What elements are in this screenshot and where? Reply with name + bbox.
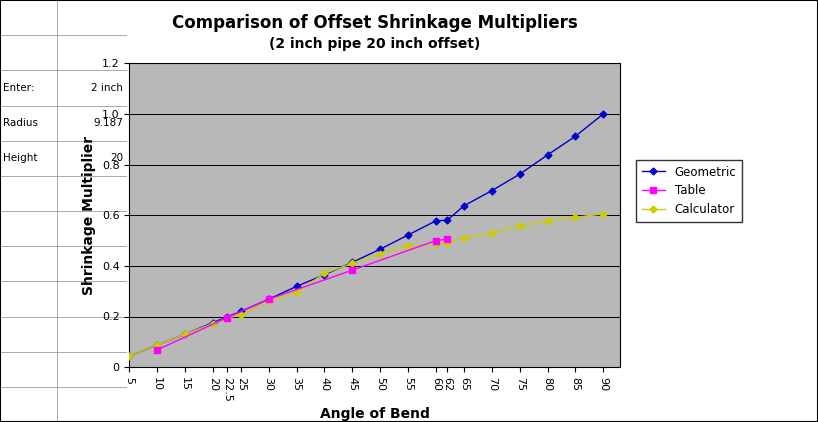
Geometric [487, 188, 497, 193]
Geometric [375, 246, 385, 252]
Y-axis label: Shrinkage Multiplier: Shrinkage Multiplier [83, 135, 97, 295]
Geometric [292, 284, 302, 289]
Calculator [320, 271, 330, 276]
Geometric [236, 309, 245, 314]
Text: Height: Height [2, 153, 37, 163]
Calculator [124, 354, 134, 359]
Calculator [375, 251, 385, 256]
Calculator [222, 316, 231, 321]
Geometric [515, 172, 524, 177]
Legend: Geometric, Table, Calculator: Geometric, Table, Calculator [636, 160, 743, 222]
Geometric [570, 134, 580, 139]
Calculator [208, 321, 218, 326]
Geometric [124, 354, 134, 359]
X-axis label: Angle of Bend: Angle of Bend [320, 407, 429, 421]
Calculator [487, 230, 497, 235]
Line: Geometric: Geometric [127, 111, 606, 358]
Text: (2 inch pipe 20 inch offset): (2 inch pipe 20 inch offset) [269, 37, 480, 51]
Geometric [348, 260, 357, 265]
Line: Calculator: Calculator [127, 211, 606, 358]
Geometric [263, 297, 273, 302]
Geometric [208, 320, 218, 325]
Calculator [292, 290, 302, 295]
Geometric [443, 218, 452, 223]
Table [263, 297, 273, 302]
Geometric [152, 343, 162, 348]
Geometric [542, 152, 552, 157]
Calculator [180, 332, 190, 337]
Geometric [320, 272, 330, 277]
Calculator [152, 343, 162, 348]
Calculator [459, 235, 469, 241]
Geometric [403, 233, 413, 238]
Geometric [431, 218, 441, 223]
Calculator [348, 261, 357, 266]
Text: 20: 20 [110, 153, 123, 163]
Table [348, 268, 357, 273]
Geometric [180, 332, 190, 337]
Calculator [570, 215, 580, 220]
Text: Radius: Radius [2, 118, 38, 128]
Calculator [515, 223, 524, 228]
Calculator [599, 211, 609, 216]
Geometric [222, 314, 231, 319]
Calculator [403, 243, 413, 249]
Table [431, 238, 441, 243]
Text: Comparison of Offset Shrinkage Multipliers: Comparison of Offset Shrinkage Multiplie… [172, 14, 578, 32]
Calculator [431, 242, 441, 247]
Calculator [263, 299, 273, 304]
Table [152, 347, 162, 352]
Table [222, 315, 231, 320]
Calculator [542, 218, 552, 223]
Line: Table: Table [154, 236, 450, 353]
Geometric [459, 203, 469, 208]
Calculator [443, 241, 452, 246]
Text: 9.187: 9.187 [93, 118, 123, 128]
Table [443, 237, 452, 242]
Text: Enter:: Enter: [2, 83, 34, 93]
Calculator [236, 312, 245, 317]
Text: 2 inch: 2 inch [91, 83, 123, 93]
Geometric [599, 111, 609, 116]
